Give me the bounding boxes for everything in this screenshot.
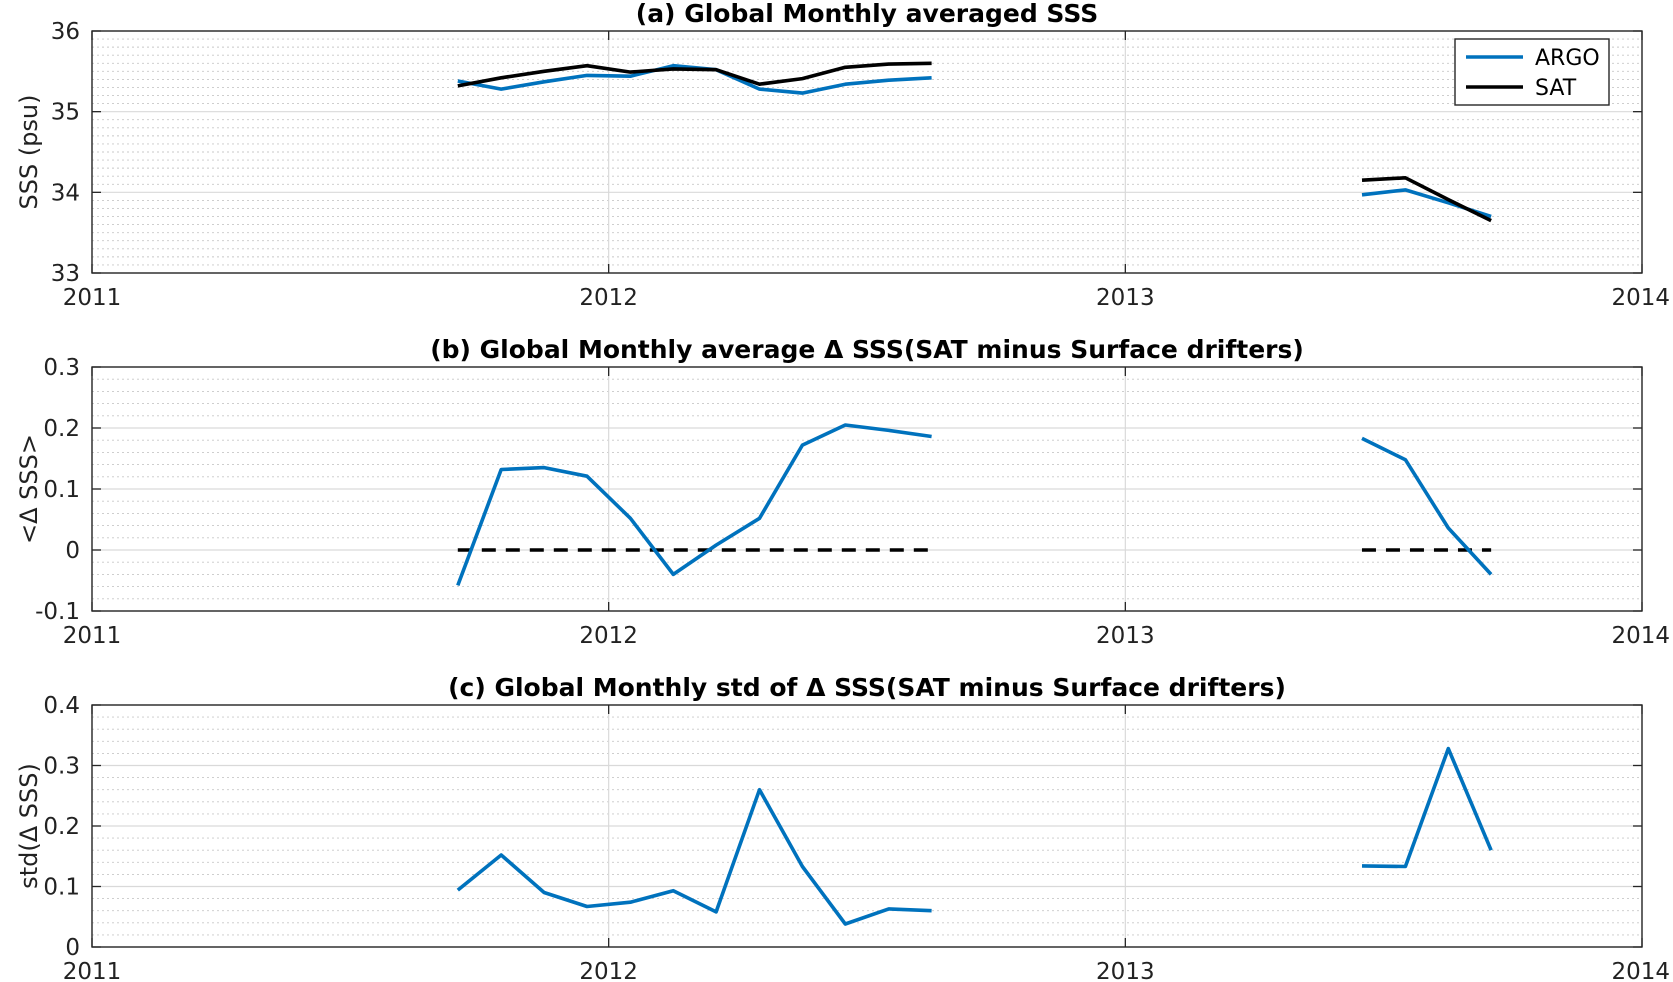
panel-a: 33 34 35 36 2011 2012 2013 2014 (a) Global Month… (15, 0, 1670, 311)
y-tick-label: 34 (51, 180, 80, 206)
x-tick-label: 2012 (579, 623, 638, 649)
tick-marks (91, 704, 1643, 948)
legend-box (1454, 38, 1610, 106)
series-line (1361, 436, 1493, 576)
y-axis-label: std(Δ SSS) (15, 763, 43, 889)
y-tick-label: 35 (51, 100, 80, 126)
x-tick-label: 2014 (1611, 623, 1670, 649)
series-line (456, 787, 932, 926)
series-line (456, 423, 932, 587)
y-tick-label: 0.1 (43, 477, 80, 503)
x-tick-label: 2011 (63, 285, 122, 311)
y-axis-label: <Δ SSS> (15, 434, 43, 544)
series-line (457, 61, 932, 88)
x-tick-label: 2013 (1096, 285, 1155, 311)
tick-marks (91, 366, 1643, 612)
minor-grid (92, 38, 1642, 266)
series-line (1361, 746, 1493, 869)
panel-b: -0.1 0 0.1 0.2 0.3 2011 2012 2013 2014 (b) Global… (15, 335, 1670, 649)
y-tick-label: 0.3 (43, 754, 80, 780)
panel-title: (a) Global Monthly averaged SSS (636, 0, 1098, 28)
x-tick-label: 2012 (579, 959, 638, 982)
y-axis-label: SSS (psu) (15, 94, 43, 209)
panel-title: (c) Global Monthly std of Δ SSS(SAT minu… (448, 673, 1286, 702)
y-tick-label: 0.1 (43, 875, 80, 901)
y-tick-label: 36 (51, 19, 80, 45)
x-tick-label: 2014 (1611, 959, 1670, 982)
x-tick-label: 2014 (1611, 285, 1670, 311)
x-tick-label: 2013 (1096, 623, 1155, 649)
y-tick-label: 33 (51, 261, 80, 287)
y-tick-label: 0.2 (43, 814, 80, 840)
x-tick-label: 2011 (63, 959, 122, 982)
y-tick-label: 0 (65, 538, 80, 564)
axes-frame (91, 30, 1643, 274)
minor-grid (92, 378, 1642, 600)
x-tick-label: 2013 (1096, 959, 1155, 982)
panel-title: (b) Global Monthly average Δ SSS(SAT min… (430, 335, 1304, 364)
series-sat (457, 61, 1492, 223)
y-tick-label: 0.2 (43, 416, 80, 442)
legend-label-sat: SAT (1535, 76, 1577, 101)
x-tick-label: 2012 (579, 285, 638, 311)
y-tick-label: -0.1 (35, 599, 80, 625)
y-tick-label: 0.3 (43, 355, 80, 381)
series-delta-sss (456, 423, 1493, 587)
minor-grid (92, 716, 1642, 936)
tick-marks (91, 30, 1643, 274)
y-tick-label: 0 (65, 935, 80, 961)
panel-c: 0 0.1 0.2 0.3 0.4 2011 2012 2013 2014 (c) Global … (15, 673, 1670, 982)
series-line (1361, 176, 1492, 223)
series-delta-sss (456, 746, 1493, 926)
legend-label-argo: ARGO (1535, 46, 1600, 71)
y-tick-label: 0.4 (43, 693, 80, 719)
x-tick-label: 2011 (63, 623, 122, 649)
legend: ARGO SAT (1454, 38, 1610, 106)
